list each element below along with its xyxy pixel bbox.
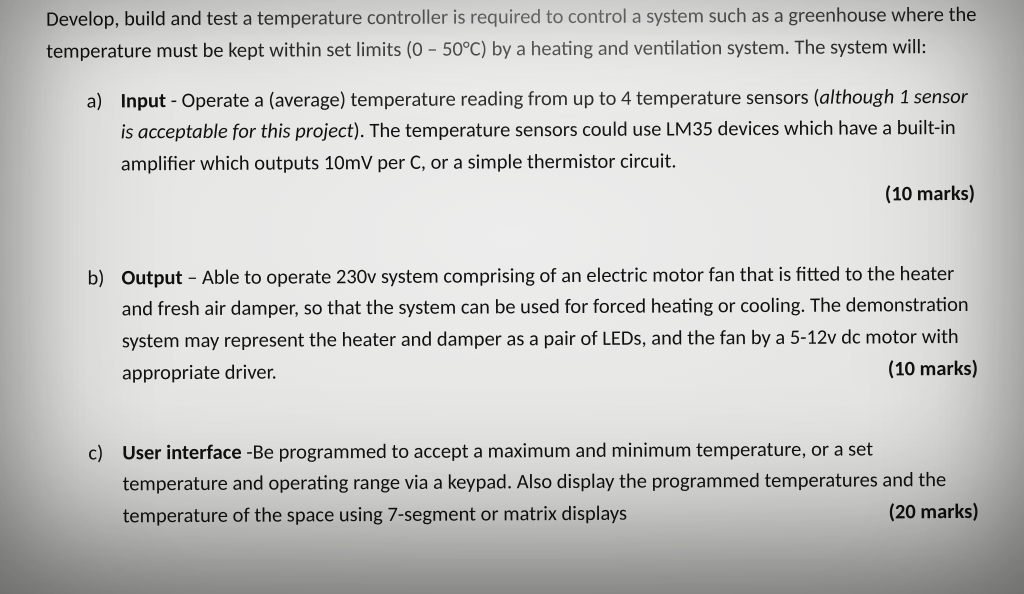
question-item: b) Output – Able to operate 230v system c… — [87, 257, 988, 389]
marks-label: (10 marks) — [885, 180, 975, 206]
question-item: a) Input - Operate a (average) temperatur… — [86, 80, 987, 214]
question-item: c) User interface -Be programmed to accep… — [88, 432, 988, 532]
marks-label: (20 marks) — [888, 496, 978, 528]
item-body: User interface -Be programmed to accept … — [122, 435, 946, 528]
item-body: Input - Operate a (average) temperature … — [120, 82, 967, 176]
marks-label: (10 marks) — [888, 353, 978, 385]
item-body: Output – Able to operate 230v system com… — [121, 260, 968, 386]
question-list: a) Input - Operate a (average) temperatur… — [46, 80, 988, 532]
intro-paragraph: Develop, build and test a temperature co… — [46, 0, 986, 67]
item-marker: b) — [87, 262, 104, 294]
document-page: Develop, build and test a temperature co… — [0, 0, 1024, 533]
item-marker: a) — [86, 85, 102, 117]
item-marker: c) — [88, 437, 103, 469]
